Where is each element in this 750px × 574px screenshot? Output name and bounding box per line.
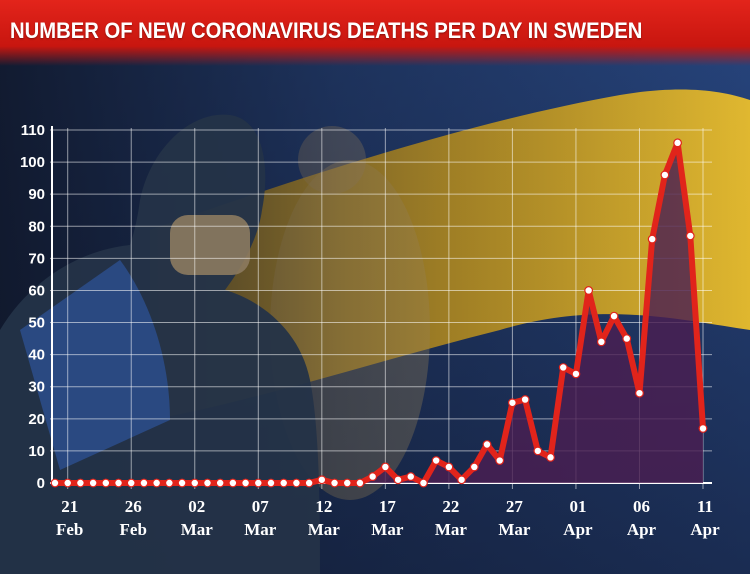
data-point: [190, 478, 200, 488]
x-axis: 21 Feb 26 Feb 02 Mar 07 Mar 12 Mar 17 Mar 22 Mar 27 Mar…: [56, 497, 720, 539]
data-point: [152, 478, 162, 488]
y-tick-label: 0: [37, 475, 45, 492]
data-point: [469, 462, 479, 472]
y-tick-label: 100: [20, 154, 45, 171]
y-tick-label: 30: [28, 379, 45, 396]
x-tick-month: Feb: [56, 520, 83, 539]
data-point: [685, 231, 695, 241]
x-tick-month: Mar: [435, 520, 468, 539]
title-banner: NUMBER OF NEW CORONAVIRUS DEATHS PER DAY…: [0, 0, 750, 66]
x-tick-month: Mar: [181, 520, 214, 539]
x-tick-day: 07: [252, 497, 270, 516]
data-point: [558, 363, 568, 372]
data-point: [584, 286, 594, 295]
x-tick-month: Apr: [690, 520, 720, 539]
x-tick-day: 06: [633, 497, 650, 516]
x-tick-day: 26: [125, 497, 142, 516]
x-tick-month: Feb: [120, 520, 147, 539]
x-tick-month: Mar: [371, 520, 404, 539]
y-axis: 0 10 20 30 40 50 60 70 80 90 100 110: [20, 122, 45, 492]
y-tick-label: 90: [28, 186, 45, 203]
data-point: [126, 478, 136, 488]
data-point: [50, 478, 60, 488]
area-fill: [55, 142, 703, 483]
data-point: [292, 478, 301, 488]
data-point: [660, 170, 670, 180]
data-point: [266, 478, 276, 488]
data-point: [609, 311, 619, 321]
y-tick-label: 20: [28, 411, 45, 428]
x-tick-month: Apr: [627, 520, 657, 539]
data-point: [393, 475, 403, 485]
data-point: [355, 478, 365, 488]
chart-title: NUMBER OF NEW CORONAVIRUS DEATHS PER DAY…: [10, 18, 643, 43]
data-point: [317, 475, 327, 485]
data-point: [444, 462, 454, 472]
data-point: [698, 424, 708, 433]
data-point: [495, 456, 505, 465]
data-point: [622, 334, 632, 343]
x-tick-day: 12: [315, 497, 332, 516]
data-point: [520, 395, 530, 404]
data-point: [241, 478, 250, 488]
y-tick-label: 50: [28, 315, 45, 332]
data-point: [673, 138, 682, 148]
x-tick-month: Mar: [498, 520, 531, 539]
data-point: [164, 478, 174, 488]
data-point: [279, 478, 289, 488]
x-tick-day: 21: [61, 497, 78, 516]
data-point: [63, 478, 73, 488]
data-point: [139, 478, 149, 488]
data-point: [228, 478, 238, 488]
data-point: [88, 478, 98, 488]
data-point: [482, 440, 492, 449]
x-tick-day: 22: [442, 497, 459, 516]
data-point: [253, 478, 263, 488]
series-line: [52, 139, 706, 486]
y-tick-label: 80: [28, 218, 45, 235]
data-point: [406, 472, 416, 481]
x-tick-day: 11: [697, 497, 713, 516]
data-point: [533, 446, 543, 456]
x-tick-day: 02: [188, 497, 205, 516]
data-point: [304, 478, 314, 488]
data-point: [546, 452, 555, 462]
y-tick-label: 60: [28, 282, 45, 299]
x-tick-day: 01: [569, 497, 586, 516]
data-point: [508, 398, 517, 408]
data-point: [330, 478, 339, 488]
mask: [170, 215, 250, 275]
data-point: [431, 456, 441, 465]
y-tick-label: 40: [28, 347, 45, 364]
data-point: [76, 478, 85, 488]
data-point: [368, 472, 378, 481]
data-point: [114, 478, 123, 488]
data-point: [203, 478, 212, 488]
data-point: [596, 337, 606, 347]
data-point: [101, 478, 111, 488]
x-tick-day: 27: [506, 497, 524, 516]
data-point: [457, 475, 466, 485]
x-tick-month: Mar: [308, 520, 341, 539]
data-point: [380, 462, 390, 472]
data-point: [342, 478, 352, 488]
x-tick-day: 17: [379, 497, 397, 516]
data-markers: [50, 138, 708, 488]
data-point: [215, 478, 225, 488]
y-tick-label: 110: [21, 122, 45, 139]
x-tick-month: Apr: [563, 520, 593, 539]
x-tick-month: Mar: [244, 520, 277, 539]
data-point: [177, 478, 187, 488]
data-point: [635, 388, 644, 398]
y-tick-label: 70: [28, 250, 45, 267]
data-point: [571, 369, 581, 379]
y-tick-label: 10: [28, 443, 45, 460]
data-point: [647, 234, 657, 244]
data-point: [419, 478, 428, 488]
